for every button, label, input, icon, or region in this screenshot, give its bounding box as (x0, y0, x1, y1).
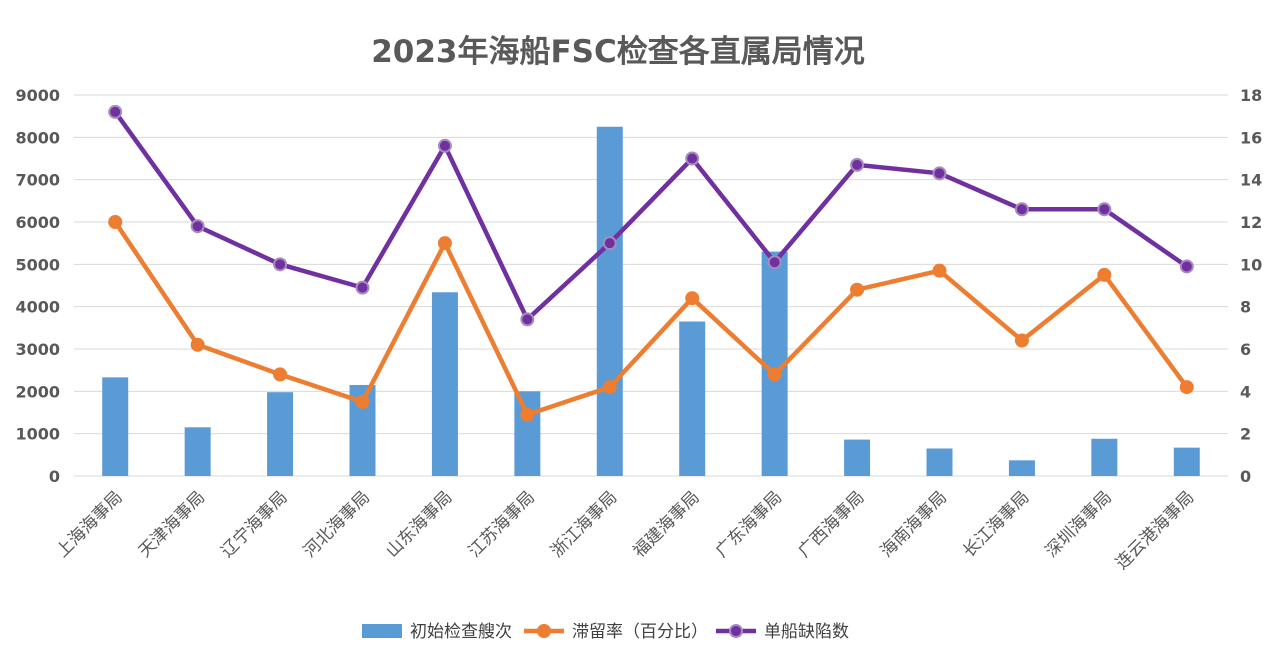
category-label: 长江海事局 (959, 487, 1033, 561)
bar (267, 392, 294, 476)
right-tick-label: 12 (1240, 213, 1262, 232)
data-point (108, 215, 123, 229)
category-label: 天津海事局 (135, 487, 209, 561)
category-label: 广西海事局 (794, 487, 868, 561)
right-tick-label: 10 (1240, 255, 1262, 274)
right-tick-label: 6 (1240, 340, 1251, 359)
data-point (273, 367, 288, 382)
data-point (355, 280, 370, 295)
data-point (520, 407, 535, 422)
right-tick-label: 14 (1240, 171, 1262, 190)
data-point (520, 312, 535, 327)
category-label: 海南海事局 (877, 487, 951, 561)
left-axis-ticks: 0 1000 2000 3000 4000 5000 6000 7000 8000 9000 (15, 86, 60, 486)
data-point (1179, 259, 1194, 274)
lines-series (108, 104, 1194, 422)
legend-marker (729, 624, 743, 638)
bar (431, 292, 458, 476)
bars-series (102, 126, 1200, 476)
category-label: 深圳海事局 (1042, 487, 1116, 561)
left-tick-label: 9000 (15, 86, 60, 105)
left-tick-label: 6000 (15, 213, 60, 232)
chart-title: 2023年海船FSC检查各直属局情况 (371, 34, 865, 70)
bar (1173, 447, 1200, 476)
bar (844, 439, 871, 476)
data-point (1014, 202, 1029, 217)
category-label: 江苏海事局 (465, 487, 539, 561)
bar (184, 427, 211, 476)
data-point (437, 138, 452, 153)
data-point (850, 282, 865, 297)
data-point (1179, 380, 1194, 395)
data-point (355, 394, 370, 409)
series-line-2 (113, 110, 1189, 322)
data-point (190, 219, 205, 234)
category-labels: 上海海事局 天津海事局 辽宁海事局 河北海事局 山东海事局 江苏海事局 浙江海事局 福建海事局… (53, 487, 1199, 573)
right-tick-label: 18 (1240, 86, 1262, 105)
left-tick-label: 4000 (15, 298, 60, 317)
category-label: 上海海事局 (53, 487, 127, 561)
gridlines (74, 94, 1228, 477)
bar (102, 377, 129, 476)
category-label: 山东海事局 (382, 487, 456, 561)
legend: 初始检查艘次 滞留率（百分比） 单船缺陷数 (362, 622, 849, 642)
right-tick-label: 16 (1240, 128, 1262, 147)
left-tick-label: 3000 (15, 340, 60, 359)
bar (1008, 460, 1035, 476)
data-point (685, 151, 700, 166)
data-point (932, 263, 947, 278)
right-tick-label: 8 (1240, 298, 1251, 317)
right-tick-label: 2 (1240, 425, 1251, 444)
data-point (437, 236, 452, 251)
bar (596, 126, 623, 476)
bar (679, 321, 706, 476)
category-label: 辽宁海事局 (217, 487, 291, 561)
left-tick-label: 8000 (15, 128, 60, 147)
left-tick-label: 1000 (15, 425, 60, 444)
bar (514, 391, 541, 476)
data-point (190, 337, 205, 352)
data-point (602, 236, 617, 251)
right-tick-label: 0 (1240, 467, 1251, 486)
legend-bar-swatch (362, 624, 402, 638)
data-point (767, 255, 782, 270)
category-label: 广东海事局 (712, 487, 786, 561)
data-point (1014, 333, 1029, 348)
data-point (932, 166, 947, 181)
left-tick-label: 2000 (15, 382, 60, 401)
data-point (108, 104, 123, 119)
left-tick-label: 5000 (15, 255, 60, 274)
legend-marker (537, 624, 551, 638)
data-point (685, 291, 700, 306)
data-point (602, 380, 617, 395)
series-line-1 (113, 220, 1189, 417)
right-tick-label: 4 (1240, 382, 1251, 401)
legend-label: 单船缺陷数 (764, 622, 849, 642)
right-axis-ticks: 0 2 4 6 8 10 12 14 16 18 (1240, 86, 1262, 486)
bar (926, 448, 953, 476)
data-point (1097, 202, 1112, 217)
data-point (1097, 267, 1112, 282)
left-tick-label: 7000 (15, 171, 60, 190)
category-label: 河北海事局 (300, 487, 374, 561)
data-point (273, 257, 288, 272)
data-point (767, 367, 782, 382)
legend-label: 滞留率（百分比） (572, 622, 708, 642)
left-tick-label: 0 (49, 467, 60, 486)
legend-label: 初始检查艘次 (410, 622, 512, 642)
data-point (850, 157, 865, 172)
category-label: 连云港海事局 (1112, 487, 1198, 573)
category-label: 福建海事局 (630, 487, 704, 561)
category-label: 浙江海事局 (547, 487, 621, 561)
bar (1091, 438, 1118, 476)
